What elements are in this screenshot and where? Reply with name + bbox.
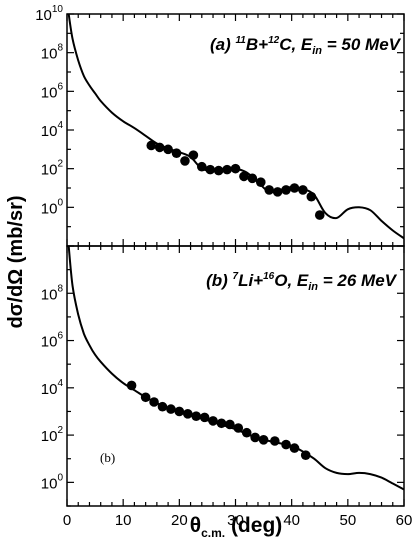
panel-b-title: (b) 7Li+16O, Ein = 26 MeV [206,271,398,293]
data-point [289,443,300,453]
data-point [126,380,137,391]
y-tick-label: 100 [41,472,64,492]
data-point [157,401,168,412]
y-tick-label: 102 [41,159,64,179]
x-axis-title: θc.m. (deg) [190,514,283,540]
data-point [154,142,165,153]
data-point [216,418,227,429]
y-tick-label: 108 [41,43,64,63]
data-point [166,404,176,414]
x-tick-label: 40 [283,512,300,529]
data-point [199,412,210,423]
data-point [314,210,325,220]
y-tick-label: 104 [41,120,64,140]
y-tick-label: 106 [41,81,64,101]
data-point [281,439,291,450]
x-tick-label: 50 [339,512,356,529]
y-tick-label: 108 [41,283,64,303]
data-point [146,140,157,151]
x-tick-label: 20 [171,512,188,529]
data-point [255,177,266,187]
data-point [250,432,260,443]
data-point [272,187,283,197]
panel-b-letter: (b) [100,450,115,465]
data-point [298,185,308,195]
data-point [182,409,193,419]
data-point [230,163,241,174]
data-point [258,435,269,445]
data-point [300,450,311,460]
data-point [171,148,182,158]
data-point [208,416,218,426]
data-point [191,411,201,421]
panel-a: 100 102 104 106 108 1010 (a) 11B+12C, Ein = 5… [35,4,405,247]
data-point [140,392,151,403]
panel-a-points [146,140,325,220]
data-point [163,144,173,155]
data-point [247,173,258,184]
data-point [241,427,252,438]
y-tick-label: 104 [41,378,64,398]
data-point [205,164,216,175]
data-point [188,150,199,160]
data-point [281,185,291,195]
panel-a-title: (a) 11B+12C, Ein = 50 MeV [210,35,402,57]
data-point [306,191,317,202]
panel-b-ytick-labels: 100 102 104 106 108 [41,283,64,492]
data-point [239,171,249,182]
data-point [213,165,224,176]
panel-b: 100 102 104 106 108 0 10 20 30 40 50 60 (b) 7Li+16… [41,245,413,529]
panel-b-ticks [66,245,405,507]
x-tick-label: 0 [63,512,71,529]
y-axis-title: dσ/dΩ (mb/sr) [5,195,27,328]
panel-a-ytick-labels: 100 102 104 106 108 1010 [35,4,63,217]
y-tick-label: 1010 [35,4,63,24]
x-tick-label: 10 [115,512,132,529]
data-point [174,406,185,417]
data-point [289,183,300,193]
data-point [233,423,244,433]
data-point [264,185,275,195]
y-tick-label: 102 [41,425,64,445]
data-point [225,419,235,430]
y-tick-label: 100 [41,197,64,217]
x-tick-label: 60 [396,512,413,529]
y-tick-label: 106 [41,331,64,351]
panel-b-xtick-labels: 0 10 20 30 40 50 60 [63,512,413,529]
panel-a-ticks [66,13,405,247]
data-point [222,164,232,175]
data-point [270,436,280,446]
data-point [149,397,159,407]
panel-b-points [126,380,311,460]
data-point [180,156,190,166]
x-tick-label: 30 [227,512,244,529]
data-point [197,161,207,172]
